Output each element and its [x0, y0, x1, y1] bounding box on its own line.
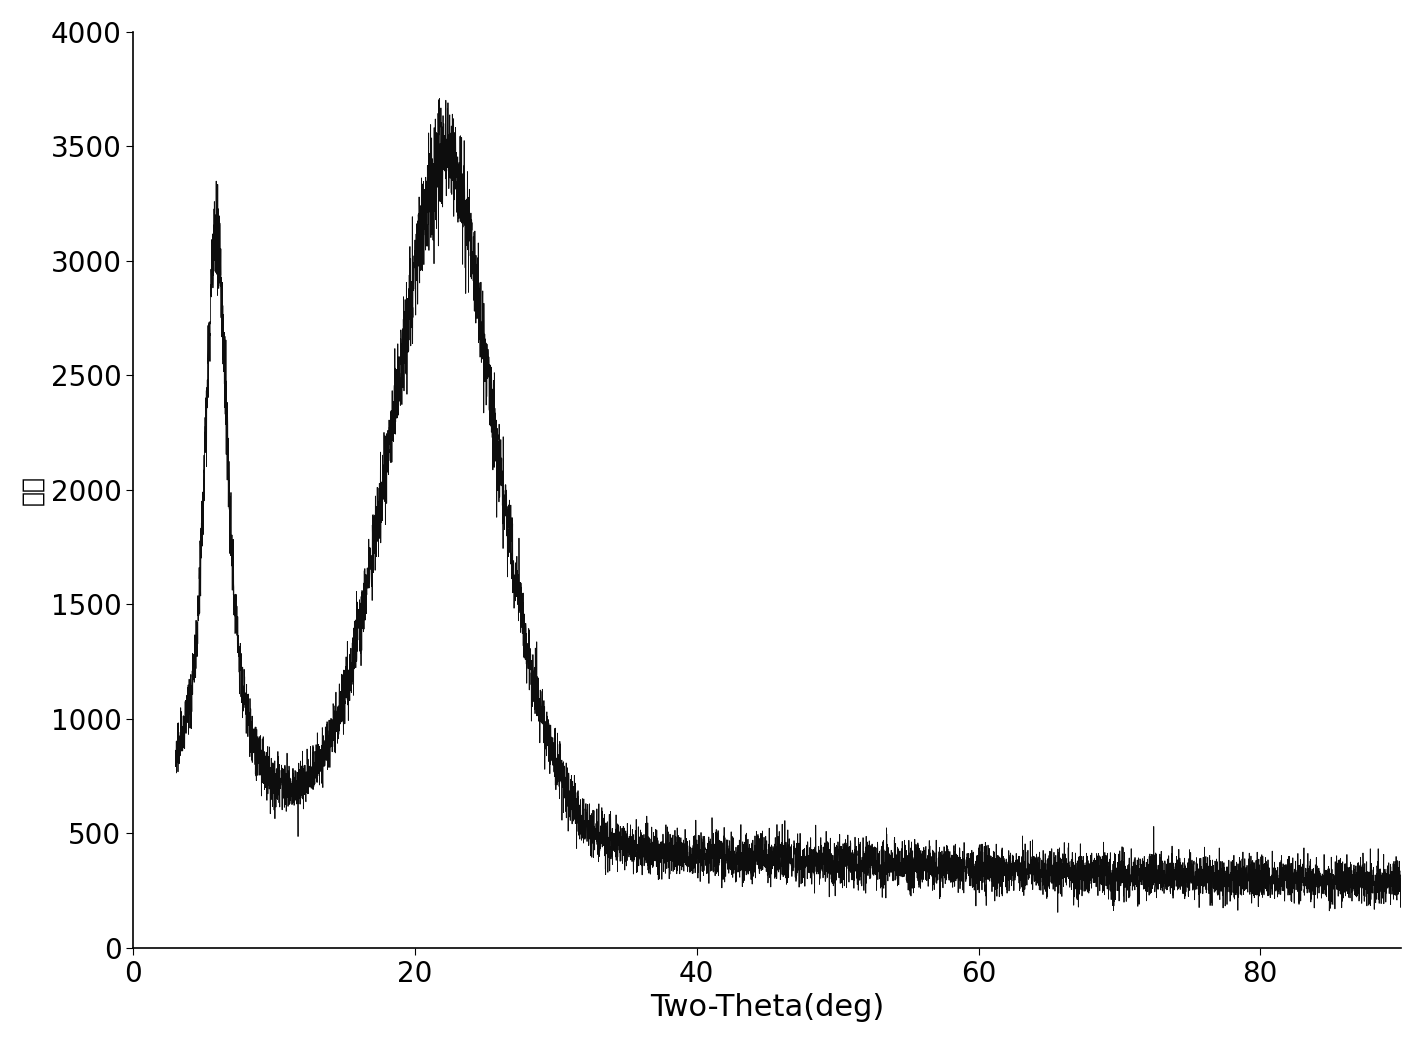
X-axis label: Two-Theta(deg): Two-Theta(deg) — [650, 993, 884, 1022]
Y-axis label: 强度: 强度 — [21, 475, 46, 505]
